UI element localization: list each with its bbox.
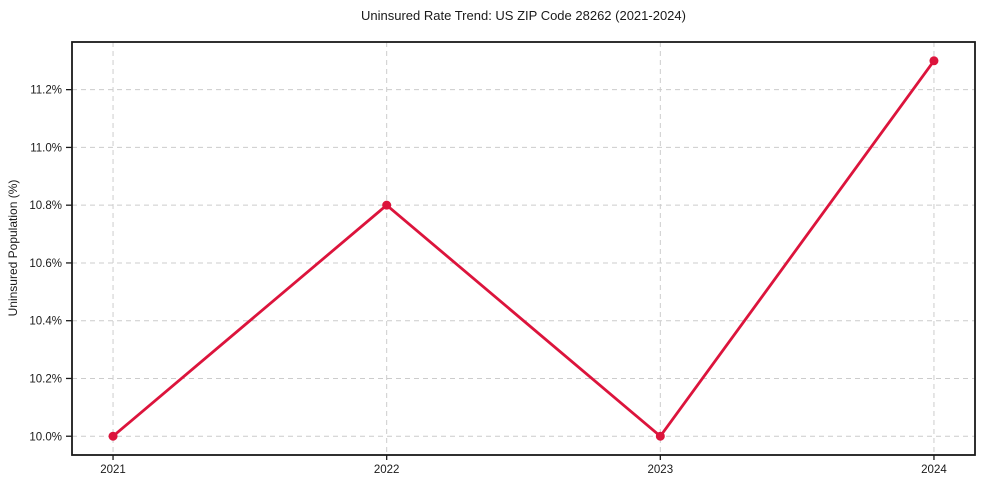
y-tick-label: 10.8% [29, 200, 62, 212]
data-point-marker [382, 200, 392, 210]
chart-title: Uninsured Rate Trend: US ZIP Code 28262 … [361, 8, 686, 23]
y-tick-label: 10.0% [29, 431, 62, 443]
x-tick-label: 2022 [374, 464, 400, 476]
x-tick-label: 2024 [921, 464, 947, 476]
x-tick-label: 2021 [100, 464, 126, 476]
y-tick-label: 11.2% [30, 85, 62, 97]
data-point-marker [108, 431, 118, 441]
plot-border [71, 41, 976, 456]
data-point-marker [929, 56, 939, 66]
trend-line [111, 59, 936, 438]
x-tick-label: 2023 [648, 464, 674, 476]
y-tick-label: 11.0% [30, 142, 62, 154]
y-tick-label: 10.4% [29, 316, 62, 328]
data-point-marker [655, 431, 665, 441]
y-tick-label: 10.2% [29, 373, 62, 385]
y-tick-label: 10.6% [29, 258, 62, 270]
